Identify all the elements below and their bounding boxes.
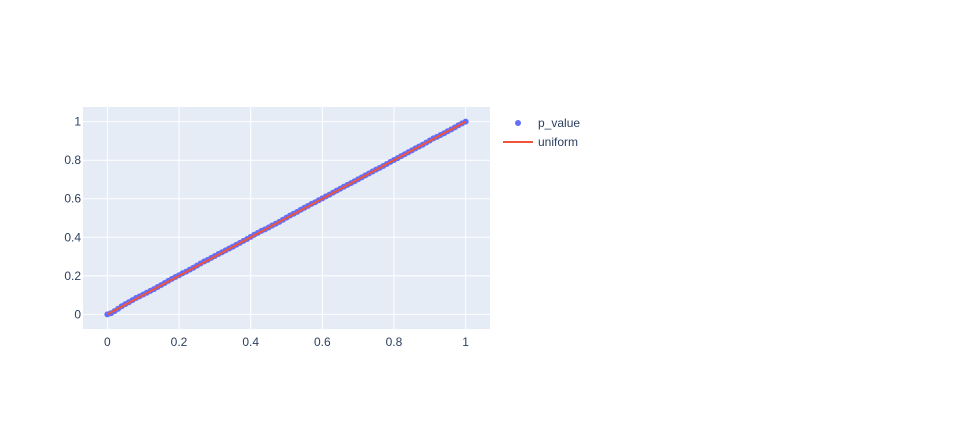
y-tick-label: 1 [74,115,81,129]
legend-item-uniform[interactable]: uniform [503,135,578,149]
gridlines [83,107,490,329]
legend-item-p_value[interactable]: p_value [515,116,580,130]
x-tick-label: 0.2 [171,335,188,349]
x-axis-tick-labels: 0 0.2 0.4 0.6 0.8 1 [104,335,469,349]
legend-marker-icon [515,120,521,126]
y-axis-tick-labels: 0 0.2 0.4 0.6 0.8 1 [64,115,81,322]
legend-label: p_value [538,116,580,130]
x-tick-label: 1 [462,335,469,349]
x-tick-label: 0 [104,335,111,349]
x-tick-label: 0.4 [242,335,259,349]
y-tick-label: 0.2 [64,269,81,283]
x-tick-label: 0.6 [314,335,331,349]
y-tick-label: 0.8 [64,153,81,167]
x-tick-label: 0.8 [386,335,403,349]
legend-label: uniform [538,135,578,149]
y-tick-label: 0 [74,307,81,321]
y-tick-label: 0.6 [64,192,81,206]
y-tick-label: 0.4 [64,230,81,244]
series-line-uniform[interactable] [106,120,467,316]
series-layer [104,118,469,318]
